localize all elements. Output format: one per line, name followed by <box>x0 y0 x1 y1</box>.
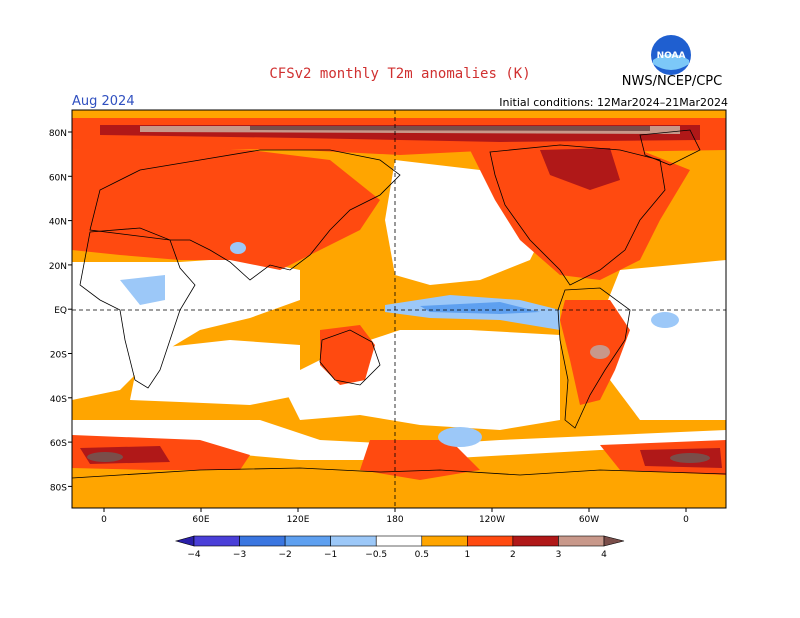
legend-label: 4 <box>601 550 607 560</box>
legend-label: −3 <box>233 550 246 560</box>
legend-label: 3 <box>556 550 562 560</box>
extreme-warm-region-antarctic-east <box>670 453 710 463</box>
lat-label: 40N <box>49 218 67 228</box>
legend-label: 1 <box>464 550 470 560</box>
map-title: CFSv2 monthly T2m anomalies (K) <box>269 66 531 82</box>
initial-conditions: Initial conditions: 12Mar2024–21Mar2024 <box>499 96 728 109</box>
lon-label: 120E <box>287 515 310 525</box>
coastline-antarctica <box>72 467 726 479</box>
legend-swatch <box>467 535 514 547</box>
neutral-region-tropics-atlantic <box>72 258 300 400</box>
forecast-month: Aug 2024 <box>72 94 135 109</box>
lat-label: 20S <box>50 351 67 361</box>
cool-region-west-africa <box>120 275 165 305</box>
coastline-north-america <box>489 144 666 286</box>
logo-text: NOAA <box>657 51 686 61</box>
coastline-africa <box>79 227 196 389</box>
legend-label: −4 <box>187 550 201 560</box>
legend-label: 0.5 <box>415 550 429 560</box>
extreme-warm-region-arctic <box>250 126 650 131</box>
legend-swatch <box>193 535 240 547</box>
coastlines <box>72 129 726 479</box>
legend-label: −2 <box>278 550 291 560</box>
lat-label: 60S <box>50 439 67 449</box>
lat-label: EQ <box>54 306 67 316</box>
cool-region-india <box>230 242 246 254</box>
lat-label: 80N <box>49 129 67 139</box>
legend-swatch <box>330 535 377 547</box>
coastline-south-america <box>557 287 631 429</box>
lat-label: 40S <box>50 395 67 405</box>
legend-label: 2 <box>510 550 516 560</box>
lon-label: 0 <box>101 515 107 525</box>
lat-label: 80S <box>50 483 67 493</box>
legend-label: −0.5 <box>365 550 387 560</box>
neutral-region-southern-ocean <box>72 420 726 460</box>
lon-label: 60W <box>579 515 599 525</box>
legend-swatch <box>284 535 331 547</box>
strong-warm-region-canada <box>540 148 620 190</box>
legend-label: −1 <box>324 550 337 560</box>
longitude-labels: 0 60E 120E 180 120W 60W 0 <box>101 508 689 525</box>
lon-label: 120W <box>479 515 505 525</box>
coastline-eurasia <box>89 149 401 281</box>
lon-label: 180 <box>386 515 403 525</box>
neutral-region-atlantic <box>600 260 726 420</box>
legend-swatch <box>558 535 605 547</box>
legend-arrow-high <box>603 535 625 547</box>
warm-region-eurasia <box>72 145 380 270</box>
latitude-labels: 80N 60N 40N 20N EQ 20S 40S 60S 80S <box>49 129 72 493</box>
lon-label: 0 <box>683 515 689 525</box>
coastline-greenland <box>639 129 701 166</box>
extreme-warm-region-south-america <box>590 345 610 359</box>
lat-label: 60N <box>49 173 67 183</box>
color-legend: −4 −3 −2 −1 −0.5 0.5 1 2 3 4 <box>174 535 625 560</box>
legend-swatch <box>512 535 559 547</box>
cool-region-south-atlantic <box>651 312 679 328</box>
extreme-warm-region-antarctic-west <box>87 452 123 462</box>
legend-arrow-low <box>174 535 195 547</box>
legend-swatch <box>421 535 468 547</box>
lon-label: 60E <box>192 515 209 525</box>
warm-region-australia <box>320 325 375 385</box>
warm-region-ross-sea <box>360 440 480 480</box>
cool-region-south-pacific <box>438 427 482 447</box>
warm-region-north-america <box>470 140 690 280</box>
agency-label: NWS/NCEP/CPC <box>621 74 723 89</box>
legend-swatch <box>239 535 286 547</box>
cool-region-equatorial-pacific-core <box>420 302 540 314</box>
noaa-logo-icon: NOAA <box>651 35 691 75</box>
lat-label: 20N <box>49 262 67 272</box>
neutral-region-indian-ocean <box>130 340 300 405</box>
legend-swatch <box>375 535 423 547</box>
coastline-australia <box>319 329 381 386</box>
